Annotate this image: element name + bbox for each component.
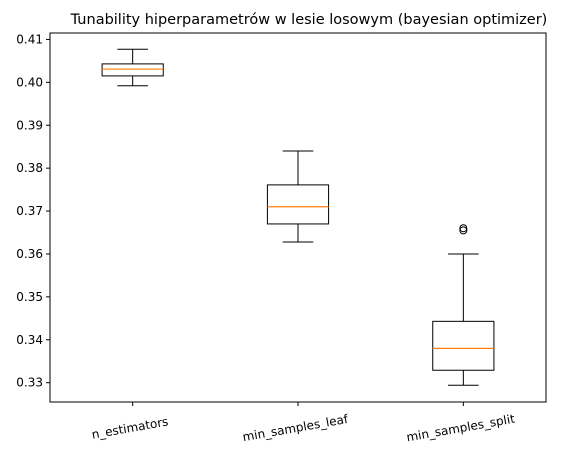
plot-area <box>49 32 547 403</box>
box-iqr <box>432 320 495 371</box>
y-tick-label: 0.37 <box>16 204 43 218</box>
box-iqr <box>101 63 164 77</box>
axes-frame <box>49 32 547 403</box>
y-tick-label: 0.40 <box>16 75 43 89</box>
x-tick-label: min_samples_split <box>405 412 516 445</box>
x-tick-label: min_samples_leaf <box>241 412 349 444</box>
chart-title: Tunability hiperparametrów w lesie losow… <box>70 12 548 28</box>
box-n_estimators <box>101 48 164 87</box>
box-iqr <box>266 184 330 225</box>
x-tick-label: n_estimators <box>91 414 170 441</box>
y-tick-label: 0.34 <box>16 333 43 347</box>
outlier-point <box>459 226 468 235</box>
box-min_samples_split <box>432 224 495 386</box>
y-axis: 0.33 0.34 0.35 0.36 0.37 0.38 0.39 0.40 0.41 <box>16 32 50 390</box>
x-axis: n_estimators min_samples_leaf min_samples_… <box>91 402 516 445</box>
y-tick-label: 0.39 <box>16 118 43 132</box>
outlier-point <box>459 224 468 233</box>
y-tick-label: 0.36 <box>16 247 43 261</box>
y-tick-label: 0.33 <box>16 376 43 390</box>
y-tick-label: 0.41 <box>16 32 43 46</box>
box-min_samples_leaf <box>266 150 330 243</box>
y-tick-label: 0.35 <box>16 290 43 304</box>
boxes <box>101 48 495 386</box>
y-tick-label: 0.38 <box>16 161 43 175</box>
